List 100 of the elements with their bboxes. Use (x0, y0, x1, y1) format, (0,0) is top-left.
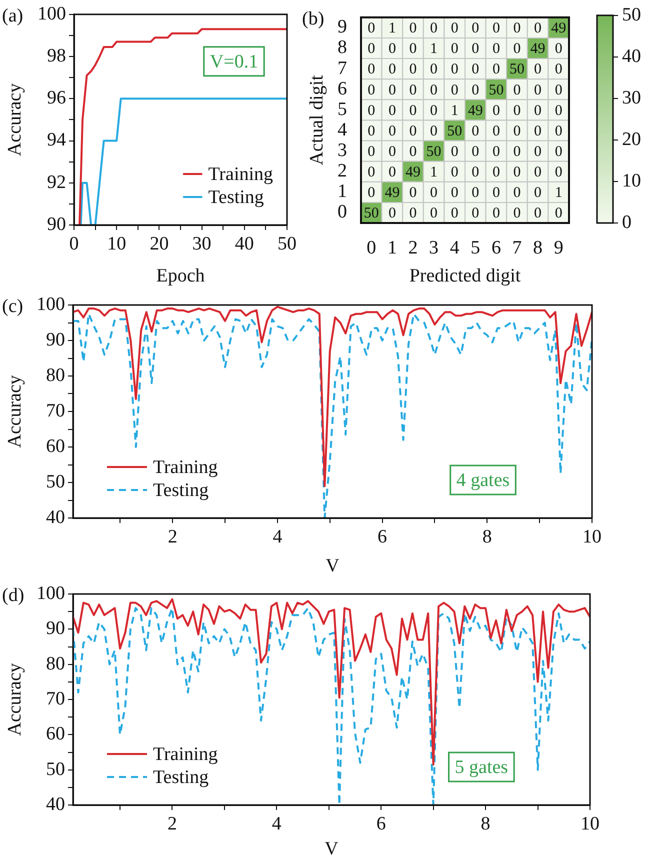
data-label: 0 (430, 206, 438, 222)
data-label: 0 (430, 82, 438, 98)
data-label: 0 (472, 41, 480, 58)
data-label: 0 (492, 62, 500, 78)
y-tick-label: 6 (338, 78, 347, 100)
chart-title: (d) (2, 585, 24, 606)
data-label: 0 (368, 41, 376, 58)
y-tick-label: 90 (47, 214, 66, 235)
y-tick-label: 60 (46, 724, 65, 745)
y-axis-title: Accuracy (4, 374, 26, 448)
data-label: 0 (472, 185, 480, 202)
data-label: 0 (430, 62, 438, 78)
data-label: 0 (513, 82, 521, 98)
data-label: 0 (554, 123, 562, 140)
legend-label: Testing (153, 766, 210, 788)
y-tick-label: 4 (338, 119, 348, 140)
data-label: 0 (368, 164, 376, 181)
data-label: 0 (430, 102, 438, 119)
y-tick-label: 70 (46, 400, 65, 422)
data-label: 0 (388, 62, 396, 78)
data-label: 50 (510, 62, 524, 78)
x-tick-label: 2 (167, 813, 177, 834)
legend-label: Training (153, 456, 218, 478)
data-label: 0 (388, 82, 396, 98)
data-label: 0 (450, 82, 458, 98)
data-label: 0 (513, 41, 521, 58)
data-label: 0 (534, 82, 542, 98)
data-label: 49 (551, 20, 566, 37)
x-tick-label: 4 (272, 526, 283, 548)
data-label: 1 (430, 164, 438, 181)
data-label: 0 (534, 20, 542, 37)
x-tick-label: 0 (366, 237, 376, 258)
x-tick-label: 8 (533, 237, 543, 258)
data-label: 50 (488, 82, 504, 98)
data-label: 0 (534, 62, 542, 78)
data-label: 50 (364, 206, 379, 222)
chart-title: (a) (2, 5, 24, 26)
data-label: 49 (530, 41, 546, 58)
x-tick-label: 2 (168, 526, 178, 548)
annotation: 5 gates (454, 756, 508, 778)
data-label: 0 (534, 102, 542, 119)
data-label: 0 (450, 41, 458, 58)
data-label: 0 (409, 206, 417, 222)
data-label: 0 (368, 144, 376, 160)
data-label: 0 (409, 123, 417, 140)
legend-label: Testing (153, 480, 210, 501)
x-axis-title: Epoch (156, 266, 206, 287)
x-tick-label: 30 (192, 233, 212, 254)
y-tick-label: 80 (46, 364, 65, 386)
data-label: 0 (513, 102, 521, 119)
data-label: 0 (472, 20, 480, 37)
data-label: 0 (368, 20, 376, 37)
data-label: 0 (554, 62, 562, 78)
x-tick-label: 6 (491, 237, 501, 258)
y-tick-label: 40 (46, 794, 65, 815)
color-bar-label: 50 (622, 4, 641, 26)
data-label: 0 (513, 144, 521, 160)
data-label: 0 (450, 62, 458, 78)
data-label: 0 (513, 185, 521, 202)
y-axis-title: Actual digit (306, 74, 328, 166)
y-tick-label: 90 (46, 329, 65, 350)
y-tick-label: 3 (338, 140, 347, 162)
data-label: 0 (450, 20, 458, 37)
y-tick-label: 98 (47, 46, 66, 67)
data-label: 0 (492, 144, 500, 160)
data-label: 0 (450, 144, 458, 160)
x-tick-label: 40 (234, 233, 254, 254)
data-label: 0 (492, 164, 500, 181)
x-tick-label: 20 (150, 233, 169, 254)
y-tick-label: 100 (36, 294, 65, 315)
y-tick-label: 94 (47, 130, 66, 151)
x-tick-label: 0 (69, 233, 79, 254)
data-label: 0 (450, 164, 458, 181)
y-tick-label: 8 (338, 37, 347, 58)
data-label: 0 (472, 206, 480, 222)
data-label: 0 (534, 144, 542, 160)
data-label: 0 (472, 164, 480, 181)
data-label: 0 (388, 41, 396, 58)
color-bar-label: 0 (622, 212, 632, 233)
data-label: 0 (554, 102, 562, 119)
data-label: 0 (554, 206, 562, 222)
data-label: 0 (472, 144, 480, 160)
data-label: 49 (406, 164, 420, 181)
y-tick-label: 2 (338, 160, 347, 182)
color-bar-label: 10 (622, 170, 641, 192)
x-tick-label: 10 (580, 813, 600, 834)
x-tick-label: 5 (470, 237, 480, 258)
data-label: 0 (368, 82, 376, 98)
data-label: 0 (534, 164, 542, 181)
x-tick-label: 1 (387, 237, 397, 258)
y-tick-label: 100 (36, 582, 65, 604)
data-label: 49 (468, 102, 483, 119)
x-tick-label: 10 (582, 526, 602, 548)
data-label: 0 (388, 123, 396, 140)
data-label: 0 (430, 123, 438, 140)
data-label: 0 (492, 41, 500, 58)
data-label: 0 (534, 206, 542, 222)
data-label: 0 (492, 206, 500, 222)
data-label: 0 (450, 206, 458, 222)
data-label: 1 (554, 185, 562, 202)
